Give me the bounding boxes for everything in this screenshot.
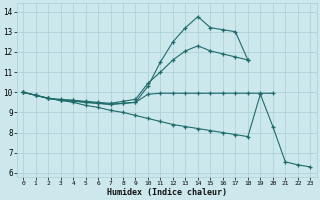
X-axis label: Humidex (Indice chaleur): Humidex (Indice chaleur) [107, 188, 227, 197]
